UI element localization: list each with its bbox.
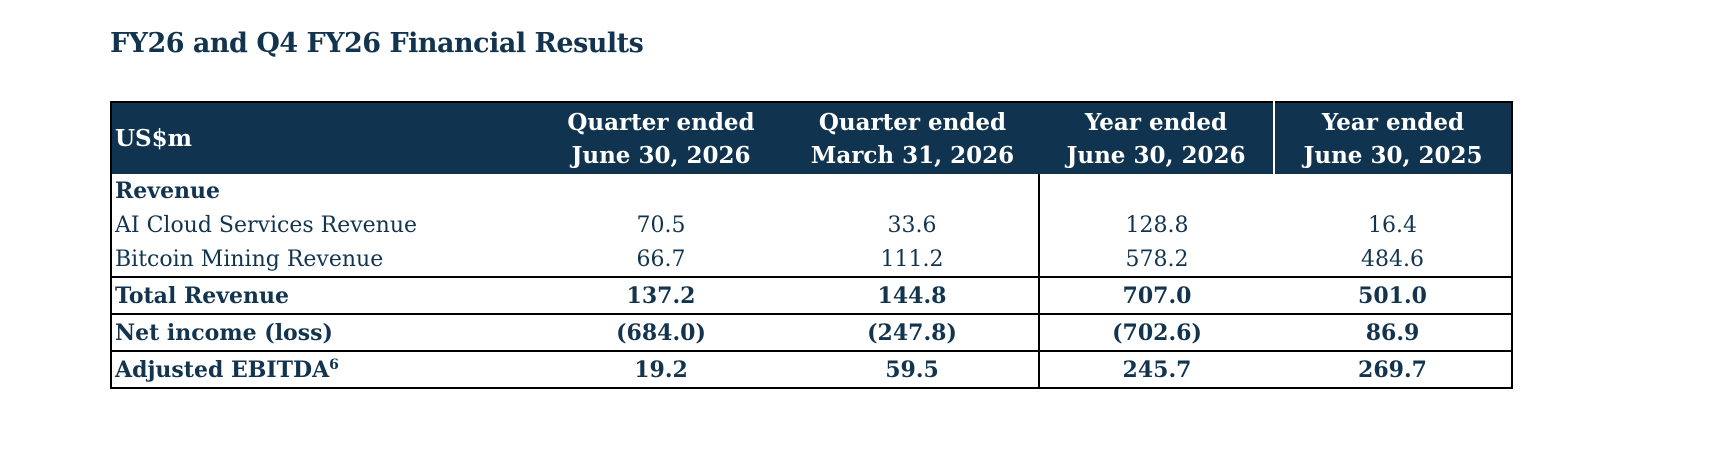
row-label-text: Adjusted EBITDA bbox=[115, 356, 330, 383]
section-label: Revenue bbox=[115, 178, 221, 204]
cell: 33.6 bbox=[887, 212, 937, 238]
table-body: Revenue AI Cloud Services Revenue 70.5 33.… bbox=[111, 174, 1512, 388]
cell: 111.2 bbox=[880, 246, 944, 272]
row-label-text: Net income (loss) bbox=[115, 319, 333, 346]
row: Net income (loss) (684.0) (247.8) (702.6) 86… bbox=[111, 313, 1512, 351]
cell: 144.8 bbox=[786, 276, 1039, 314]
header-cell: Quarter ended June 30, 2026 bbox=[536, 102, 786, 174]
row-label: Bitcoin Mining Revenue bbox=[111, 242, 536, 277]
row-label: Adjusted EBITDA6 bbox=[111, 350, 536, 388]
cell bbox=[786, 174, 1039, 208]
header-line: Quarter ended bbox=[818, 108, 1007, 136]
cell: 137.2 bbox=[536, 276, 786, 314]
header-line: June 30, 2026 bbox=[571, 141, 751, 169]
header-row: US$m Quarter ended June 30, 2026 Quarter … bbox=[111, 102, 1512, 174]
header-line: June 30, 2026 bbox=[1066, 141, 1246, 169]
header-line: Year ended bbox=[1321, 108, 1465, 136]
cell: 16.4 bbox=[1368, 212, 1417, 238]
header-cell: Year ended June 30, 2026 bbox=[1039, 102, 1274, 174]
cell: 70.5 bbox=[636, 212, 686, 238]
row-label-text: Bitcoin Mining Revenue bbox=[115, 246, 384, 272]
footnote-marker: 6 bbox=[329, 356, 339, 373]
cell: 707.0 bbox=[1038, 276, 1274, 314]
cell bbox=[1038, 174, 1274, 208]
row-label-text: AI Cloud Services Revenue bbox=[115, 212, 418, 238]
cell: (684.0) bbox=[536, 313, 786, 351]
row: Adjusted EBITDA6 19.2 59.5 245.7 269.7 bbox=[111, 350, 1512, 388]
cell: 128.8 bbox=[1038, 208, 1274, 242]
cell: 501.0 bbox=[1274, 276, 1512, 314]
header-cell: US$m bbox=[111, 102, 536, 174]
results-table: US$m Quarter ended June 30, 2026 Quarter … bbox=[110, 101, 1513, 389]
cell bbox=[536, 174, 786, 208]
row: Bitcoin Mining Revenue 66.7 111.2 578.2 484.… bbox=[111, 242, 1512, 277]
header-line: Quarter ended bbox=[567, 108, 755, 136]
cell: 484.6 bbox=[1361, 246, 1424, 272]
cell: 59.5 bbox=[786, 350, 1039, 388]
row-label-text: Total Revenue bbox=[115, 282, 290, 309]
cell: 269.7 bbox=[1274, 350, 1512, 388]
cell: (247.8) bbox=[786, 313, 1039, 351]
row-label: Total Revenue bbox=[111, 276, 536, 314]
header-line: March 31, 2026 bbox=[810, 141, 1015, 169]
header-cell: Year ended June 30, 2025 bbox=[1273, 102, 1512, 174]
cell: 66.7 bbox=[636, 246, 686, 272]
row-label: Net income (loss) bbox=[111, 313, 536, 351]
cell bbox=[1274, 174, 1512, 208]
cell: 19.2 bbox=[536, 350, 786, 388]
row: AI Cloud Services Revenue 70.5 33.6 128.8 16… bbox=[111, 208, 1512, 242]
cell: 578.2 bbox=[1038, 242, 1274, 277]
cell: (702.6) bbox=[1038, 313, 1274, 351]
row: Total Revenue 137.2 144.8 707.0 501.0 bbox=[111, 276, 1512, 314]
row-label: AI Cloud Services Revenue bbox=[111, 208, 536, 242]
header-cell: Quarter ended March 31, 2026 bbox=[786, 102, 1039, 174]
header-line: Year ended bbox=[1084, 108, 1228, 136]
cell: 245.7 bbox=[1038, 350, 1274, 388]
cell: 86.9 bbox=[1274, 313, 1512, 351]
section-row: Revenue bbox=[111, 174, 1512, 208]
title: FY26 and Q4 FY26 Financial Results bbox=[110, 28, 644, 59]
header-line: June 30, 2025 bbox=[1303, 141, 1483, 169]
